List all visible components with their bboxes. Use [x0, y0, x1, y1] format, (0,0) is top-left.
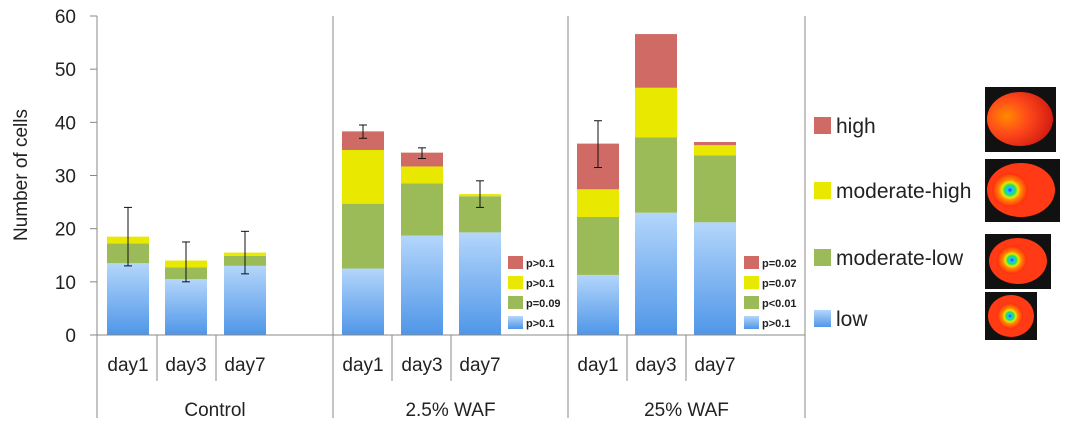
bar-segment-low: [459, 232, 501, 335]
bar-segment-low: [107, 263, 149, 335]
legend-label-moderate-low: moderate-low: [836, 247, 964, 270]
y-tick-label: 0: [65, 326, 76, 347]
group-label: 2.5% WAF: [405, 400, 495, 421]
pvalue-label: p=0.07: [762, 278, 797, 290]
pvalue-label: p>0.1: [762, 318, 790, 330]
bar-segment-high: [342, 131, 384, 150]
x-tick-label-day1: day1: [107, 355, 148, 376]
bar-segment-moderate-low: [401, 183, 443, 236]
pvalue-label: p>0.1: [526, 318, 554, 330]
pvalue-swatch-moderate-low: [508, 296, 523, 309]
y-tick-label: 30: [55, 167, 76, 188]
p-value-legends: p>0.1 p>0.1 p=0.09 p>0.1 p=0.02 p=0.07 p<0.01 p…: [508, 256, 797, 330]
x-tick-label-day7: day7: [224, 355, 265, 376]
bar-segment-moderate-high: [635, 87, 677, 138]
pvalue-swatch-high: [744, 256, 759, 269]
legend: high moderate-high moderate-low low: [814, 115, 971, 331]
pvalue-swatch-low: [508, 316, 523, 329]
x-tick-label-day7: day7: [459, 355, 500, 376]
pvalue-label: p<0.01: [762, 298, 797, 310]
legend-label-high: high: [836, 115, 876, 138]
y-axis-label: Number of cells: [11, 109, 32, 241]
pvalue-swatch-moderate-low: [744, 296, 759, 309]
bar-segment-low: [635, 212, 677, 335]
intensity-image-low: [985, 292, 1037, 340]
y-tick-label: 20: [55, 220, 76, 241]
pvalue-label: p=0.09: [526, 298, 561, 310]
bar-segment-low: [224, 265, 266, 335]
pvalue-swatch-high: [508, 256, 523, 269]
x-tick-label-day1: day1: [577, 355, 618, 376]
x-tick-label-day1: day1: [342, 355, 383, 376]
bar-segment-moderate-high: [342, 149, 384, 204]
bar-segment-moderate-high: [401, 166, 443, 184]
y-tick-label: 40: [55, 113, 76, 134]
pvalue-label: p>0.1: [526, 278, 554, 290]
bar-segment-low: [577, 274, 619, 335]
bar-segment-moderate-high: [694, 145, 736, 156]
intensity-images: [985, 87, 1060, 340]
x-tick-label-day3: day3: [635, 355, 676, 376]
bar-segment-moderate-high: [577, 189, 619, 217]
x-axis: day1 day3 day7 Control day1 day3 day7 2.5% WAF d…: [96, 16, 806, 421]
legend-swatch-high: [814, 117, 831, 134]
y-tick-labels: 0 10 20 30 40 50 60: [55, 7, 97, 347]
intensity-image-moderate-high: [985, 159, 1060, 222]
group-label: 25% WAF: [644, 400, 729, 421]
pvalue-swatch-moderate-high: [508, 276, 523, 289]
axis-layer: Number of cells: [11, 109, 32, 241]
bar-segment-low: [694, 222, 736, 335]
x-tick-label-day3: day3: [401, 355, 442, 376]
intensity-image-moderate-low: [985, 234, 1051, 289]
bar-segment-moderate-low: [342, 203, 384, 269]
y-tick-label: 10: [55, 273, 76, 294]
legend-swatch-low: [814, 310, 831, 327]
bar-segment-moderate-low: [694, 155, 736, 223]
pvalue-swatch-moderate-high: [744, 276, 759, 289]
legend-swatch-moderate-high: [814, 182, 831, 199]
bar-segment-high: [635, 34, 677, 88]
x-tick-label-day7: day7: [694, 355, 735, 376]
x-tick-label-day3: day3: [165, 355, 206, 376]
legend-label-moderate-high: moderate-high: [836, 180, 971, 203]
y-tick-label: 50: [55, 60, 76, 81]
bar-segment-low: [165, 279, 207, 335]
group-label: Control: [184, 400, 245, 421]
legend-swatch-moderate-low: [814, 249, 831, 266]
pvalue-label: p=0.02: [762, 258, 797, 270]
bars: [107, 34, 736, 335]
intensity-image-high: [985, 87, 1056, 152]
bar-segment-moderate-low: [577, 216, 619, 275]
legend-label-low: low: [836, 308, 868, 331]
bar-segment-moderate-low: [635, 137, 677, 213]
bar-segment-high: [401, 152, 443, 167]
error-bars: [124, 120, 602, 283]
bar-segment-low: [342, 268, 384, 335]
bar-segment-high: [694, 142, 736, 146]
y-tick-label: 60: [55, 7, 76, 28]
pvalue-label: p>0.1: [526, 258, 554, 270]
bar-segment-low: [401, 235, 443, 335]
pvalue-swatch-low: [744, 316, 759, 329]
